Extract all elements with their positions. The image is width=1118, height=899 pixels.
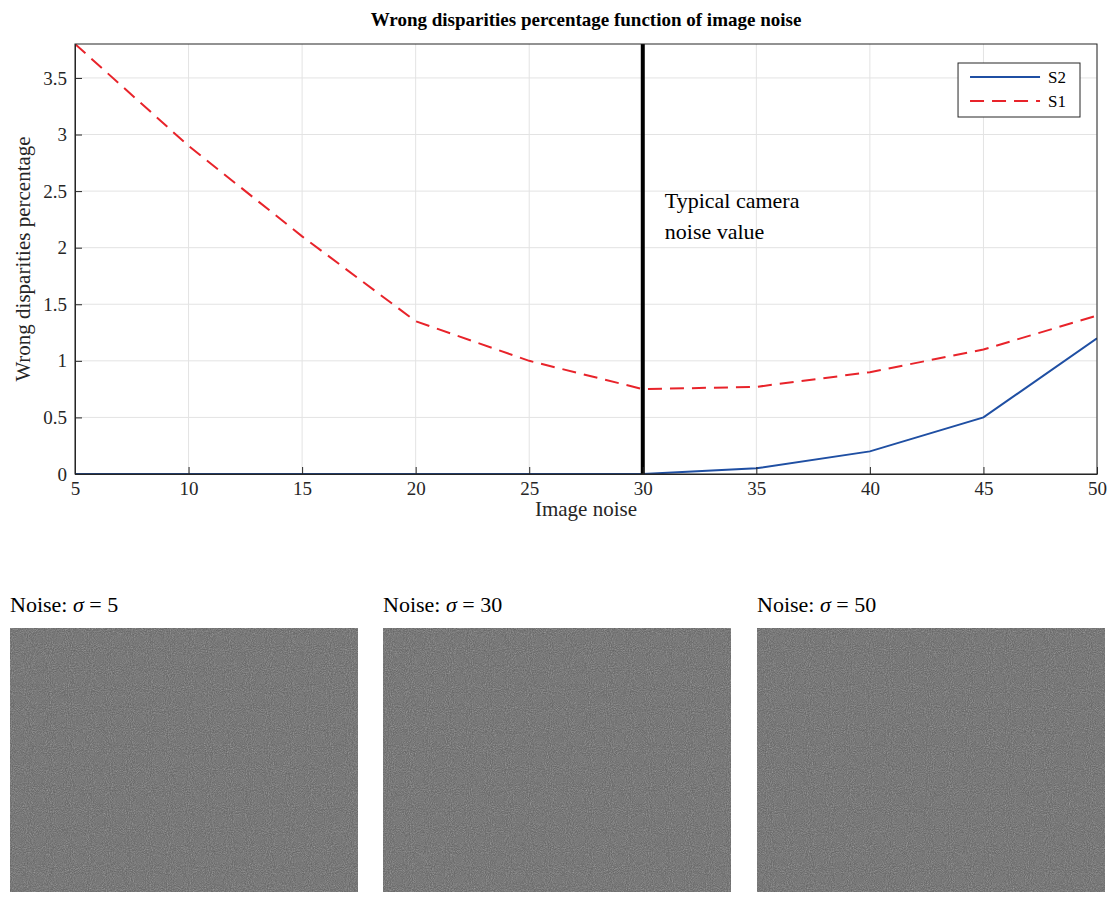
tick: 15 <box>293 467 312 499</box>
tick-label: 5 <box>71 478 81 499</box>
tick-label: 40 <box>861 478 880 499</box>
annotation-line <box>641 44 645 474</box>
series-line <box>75 338 1097 474</box>
grid-line-x <box>642 44 643 474</box>
image-label: Noise: σ = 5 <box>10 592 118 617</box>
tick: 1.5 <box>43 294 82 315</box>
tick-mark <box>75 417 82 418</box>
tick-mark <box>870 467 871 474</box>
noisy-image-base <box>383 628 731 892</box>
noisy-image <box>757 628 1105 892</box>
x-axis-title: Image noise <box>535 497 637 521</box>
annotation-line-text: Typical camera <box>665 188 800 213</box>
tick-label: 3 <box>58 124 68 145</box>
grid-line-x <box>188 44 189 474</box>
noisy-image <box>383 628 731 892</box>
noisy-image-base <box>10 628 358 892</box>
tick-mark <box>189 467 190 474</box>
tick-mark <box>75 191 82 192</box>
grid-line-x <box>415 44 416 474</box>
tick-label: 20 <box>407 478 426 499</box>
image-label: Noise: σ = 30 <box>383 592 502 617</box>
tick-label: 2 <box>58 237 68 258</box>
legend-label: S2 <box>1048 68 1066 87</box>
tick: 2.5 <box>43 181 82 202</box>
image-label: Noise: σ = 50 <box>757 592 876 617</box>
y-axis-title: Wrong disparities percentage <box>11 136 35 381</box>
legend-box <box>958 63 1080 117</box>
tick: 35 <box>747 467 766 499</box>
grid-line-x <box>302 44 303 474</box>
title: Wrong disparities percentage function of… <box>371 9 802 30</box>
series-line <box>75 44 1097 389</box>
tick-mark <box>75 304 82 305</box>
tick: 45 <box>974 467 993 499</box>
tick-label: 10 <box>180 478 199 499</box>
plot-frame <box>75 44 1097 474</box>
tick-mark <box>529 467 530 474</box>
tick: 30 <box>634 467 653 499</box>
tick-mark <box>75 248 82 249</box>
grid-line-y <box>75 417 1097 418</box>
tick-mark <box>302 467 303 474</box>
tick-label: 3.5 <box>43 68 67 89</box>
tick-mark <box>75 135 82 136</box>
tick-mark <box>75 361 82 362</box>
tick: 3.5 <box>43 68 82 89</box>
tick-mark <box>756 467 757 474</box>
noisy-image-base <box>757 628 1105 892</box>
grid-line-y <box>75 191 1097 192</box>
y-axis: 0 0.5 1 1.5 2 2.5 3 3.5 <box>43 45 82 485</box>
tick-mark <box>643 467 644 474</box>
legend-label: S1 <box>1048 92 1066 111</box>
tick-mark <box>416 467 417 474</box>
grid-line-y <box>75 304 1097 305</box>
grid <box>75 44 1097 474</box>
tick-label: 35 <box>747 478 766 499</box>
tick: 20 <box>407 467 426 499</box>
tick-label: 45 <box>974 478 993 499</box>
tick-label: 0.5 <box>43 407 67 428</box>
tick: 25 <box>520 467 539 499</box>
tick-label: 2.5 <box>43 181 67 202</box>
grid-line-x <box>529 44 530 474</box>
grid-line-y <box>75 77 1097 78</box>
chart: 5 10 15 20 25 30 35 40 45 50 0 0.5 1 1.5 2 2.5 3 3.5 Typic… <box>0 0 1118 899</box>
tick-label: 0 <box>58 464 68 485</box>
tick: 40 <box>861 467 880 499</box>
annotation-text: Typical camera noise value <box>665 188 800 244</box>
tick-label: 15 <box>293 478 312 499</box>
x-axis: 5 10 15 20 25 30 35 40 45 50 <box>71 467 1107 499</box>
tick-label: 50 <box>1088 478 1107 499</box>
noisy-image <box>10 628 358 892</box>
legend-swatch <box>970 100 1040 102</box>
grid-line-x <box>869 44 870 474</box>
tick: 1 <box>58 350 83 371</box>
tick: 2 <box>58 237 83 258</box>
grid-line-y <box>75 134 1097 135</box>
grid-line-y <box>75 247 1097 248</box>
tick-mark <box>983 467 984 474</box>
plot-area <box>75 44 1097 474</box>
tick: 0.5 <box>43 407 82 428</box>
legend: S2S1 <box>958 63 1080 117</box>
grid-line-y <box>75 360 1097 361</box>
tick-label: 1.5 <box>43 294 67 315</box>
tick: 3 <box>58 124 83 145</box>
annotation-line-text: noise value <box>665 219 765 244</box>
grid-line-x <box>756 44 757 474</box>
legend-swatch <box>970 76 1040 78</box>
tick: 10 <box>180 467 199 499</box>
tick-mark <box>75 78 82 79</box>
tick-label: 1 <box>58 350 68 371</box>
